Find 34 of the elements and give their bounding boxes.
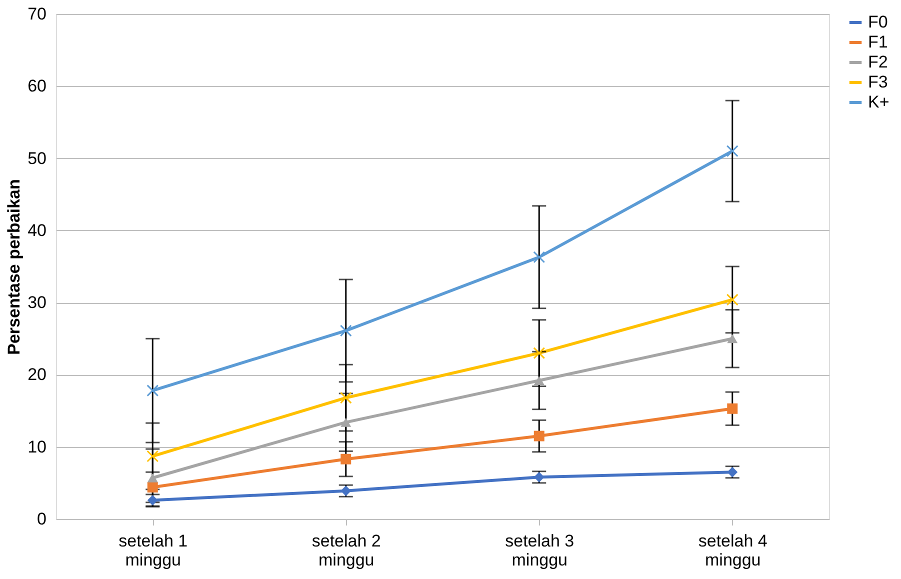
x-tick-label: setelah 2 minggu (312, 532, 381, 570)
point (534, 430, 544, 442)
x-tick-label: setelah 1 minggu (118, 532, 188, 570)
point (727, 403, 738, 414)
y-tick-label: 0 (37, 510, 46, 528)
y-tick-label: 40 (28, 220, 46, 240)
point (147, 482, 158, 492)
legend-label: F0 (868, 12, 888, 32)
point (146, 384, 159, 397)
point (534, 376, 544, 386)
point (340, 324, 352, 337)
point (726, 294, 738, 306)
x-tick-label: setelah 3 minggu (505, 532, 574, 570)
y-tick-label: 30 (28, 293, 46, 312)
point (726, 145, 738, 158)
point (340, 454, 352, 464)
point (533, 347, 546, 360)
y-axis-title: Persentase perbaikan (4, 179, 24, 355)
y-tick-label: 60 (28, 76, 46, 96)
point (147, 473, 158, 482)
legend-label: F1 (868, 32, 888, 52)
legend-label: K+ (868, 92, 890, 112)
legend-label: F3 (868, 72, 888, 92)
y-tick-label: 20 (28, 365, 46, 384)
point (340, 418, 352, 427)
point (340, 392, 352, 404)
x-tick-label: setelah 4 minggu (698, 532, 768, 570)
y-tick-label: 10 (28, 437, 46, 456)
point (146, 450, 159, 462)
legend-label: F2 (868, 52, 888, 72)
point (533, 251, 546, 264)
y-tick-label: 50 (28, 148, 46, 168)
y-tick-label: 70 (28, 4, 46, 24)
point (727, 334, 738, 344)
